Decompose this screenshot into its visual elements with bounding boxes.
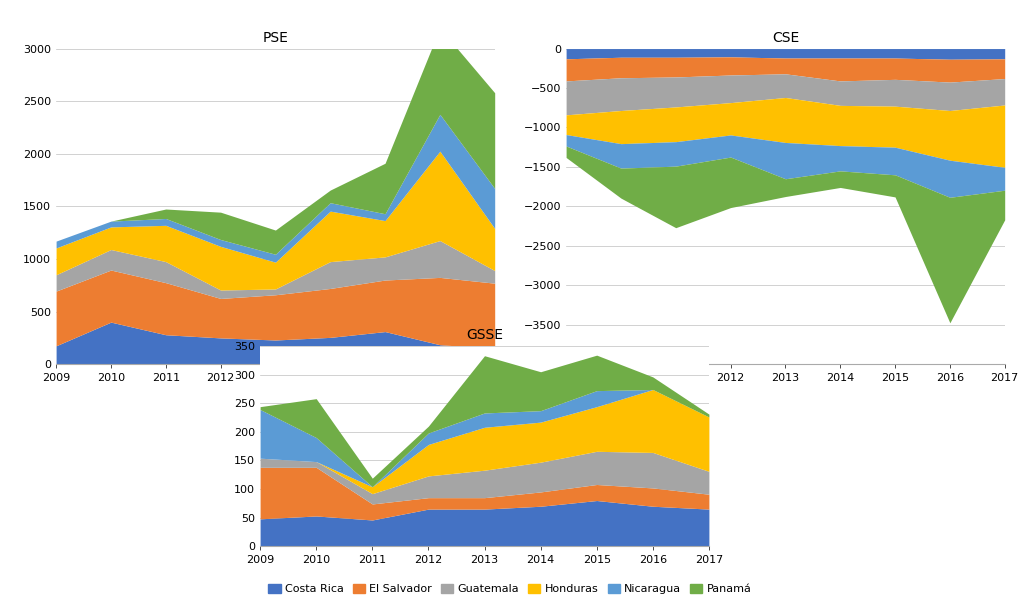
Title: GSSE: GSSE xyxy=(466,328,502,342)
Title: CSE: CSE xyxy=(771,30,798,45)
Title: PSE: PSE xyxy=(262,30,288,45)
Legend: Costa Rica, El Salvador, Guatemala, Honduras, Nicaragua, Panamá: Costa Rica, El Salvador, Guatemala, Hond… xyxy=(264,579,755,599)
